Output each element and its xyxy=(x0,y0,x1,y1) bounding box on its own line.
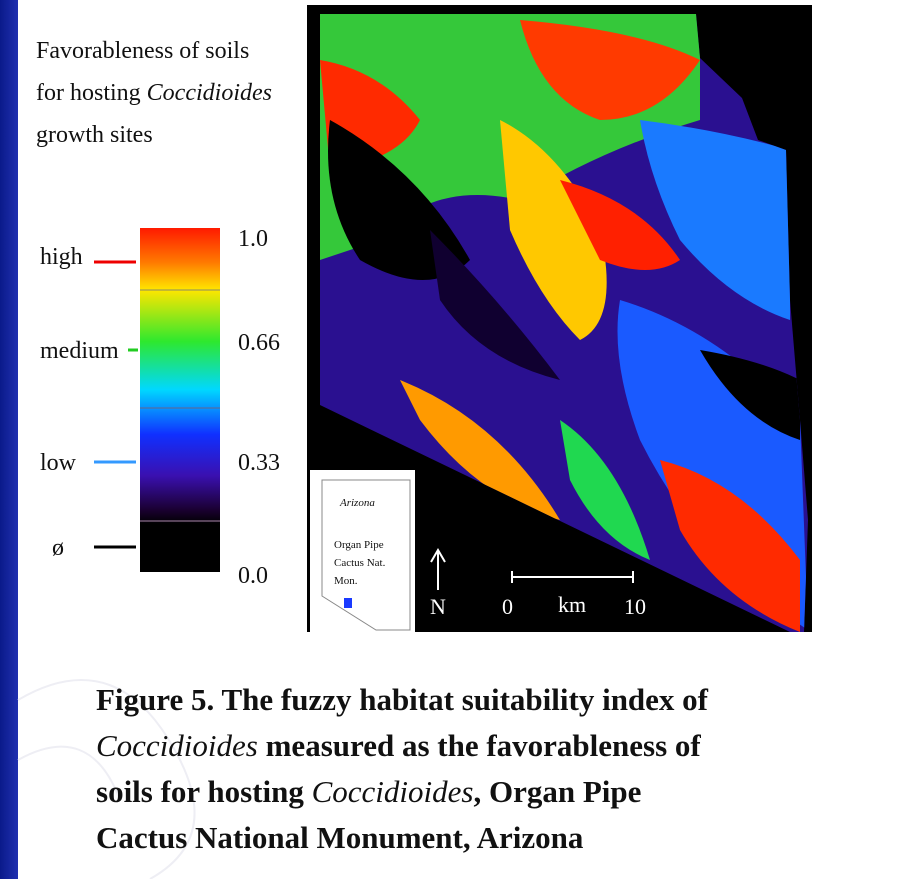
class-label: low xyxy=(40,450,77,476)
class-label: high xyxy=(40,244,83,270)
scale-label: 0 xyxy=(502,594,513,619)
inset-location xyxy=(344,598,352,608)
caption-text: , Organ Pipe xyxy=(473,774,641,809)
caption-italic: Coccidioides xyxy=(312,774,474,809)
value-label: 0.33 xyxy=(238,450,280,476)
caption-text: Cactus National Monument, Arizona xyxy=(96,820,584,855)
caption-line: Cactus National Monument, Arizona xyxy=(96,820,584,855)
legend-title-text: growth sites xyxy=(36,122,153,148)
scale-label: 10 xyxy=(624,594,646,619)
caption-line: Figure 5. The fuzzy habitat suitability … xyxy=(96,682,709,717)
inset-label: Mon. xyxy=(334,575,358,587)
inset-box xyxy=(310,470,415,632)
value-label: 1.0 xyxy=(238,226,268,252)
caption-text: measured as the favorableness of xyxy=(258,728,702,763)
legend-title: Favorableness of soils xyxy=(36,38,249,64)
inset-label: Organ Pipe xyxy=(334,539,384,551)
inset-label: Cactus Nat. xyxy=(334,557,386,569)
caption-line: soils for hosting Coccidioides, Organ Pi… xyxy=(96,774,641,809)
class-label: ø xyxy=(52,535,64,561)
slide: Favorableness of soils for hosting Cocci… xyxy=(0,0,914,879)
caption-italic: Coccidioides xyxy=(96,728,258,763)
caption-text: soils for hosting xyxy=(96,774,312,809)
value-label: 0.66 xyxy=(238,330,280,356)
legend-title: for hosting Coccidioides xyxy=(36,80,272,106)
scale-unit: km xyxy=(558,592,586,617)
north-label: N xyxy=(430,594,446,619)
inset-title: Arizona xyxy=(339,497,375,509)
legend-title-text: for hosting xyxy=(36,80,147,106)
color-bar xyxy=(140,228,220,572)
legend-title: growth sites xyxy=(36,122,153,148)
caption-line: Coccidioides measured as the favorablene… xyxy=(96,728,701,763)
legend-title-text: Favorableness of soils xyxy=(36,38,249,64)
class-label: medium xyxy=(40,338,119,364)
value-label: 0.0 xyxy=(238,563,268,589)
side-band xyxy=(0,0,18,879)
caption-text: Figure 5. The fuzzy habitat suitability … xyxy=(96,682,709,717)
legend-title-italic: Coccidioides xyxy=(147,80,272,106)
